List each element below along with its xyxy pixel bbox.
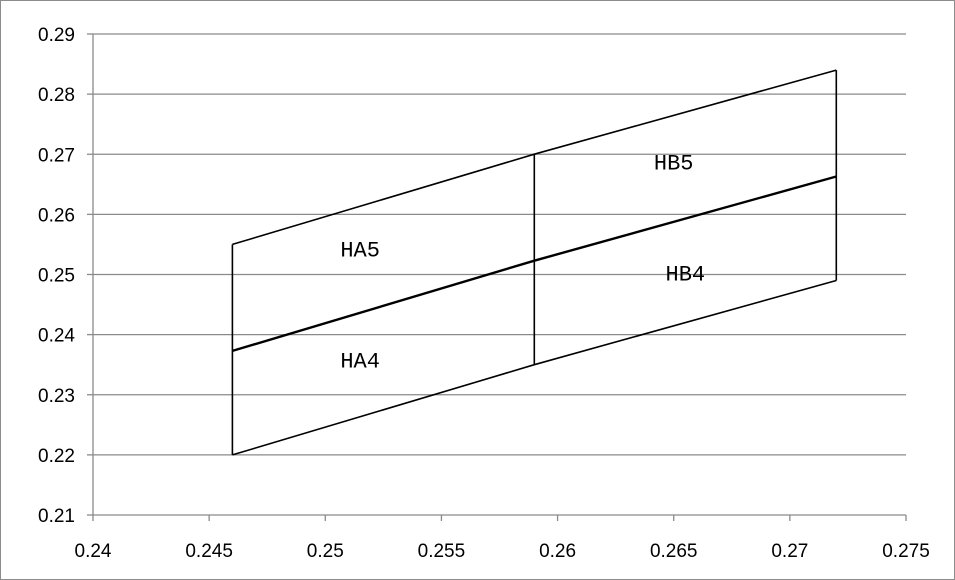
- y-tick-label: 0.21: [38, 506, 75, 527]
- x-tick-label: 0.255: [418, 541, 466, 562]
- y-tick-label: 0.28: [38, 85, 75, 106]
- y-tick-label: 0.22: [38, 446, 75, 467]
- region-label-hb5: HB5: [654, 151, 694, 176]
- x-tick-label: 0.245: [185, 541, 233, 562]
- y-tick-label: 0.29: [38, 25, 75, 46]
- region-label-ha5: HA5: [340, 238, 380, 263]
- y-tick-label: 0.23: [38, 386, 75, 407]
- grid-layer: [93, 33, 906, 456]
- series-layer: [231, 69, 838, 456]
- region-label-ha4: HA4: [340, 350, 380, 375]
- y-tick-label: 0.24: [38, 326, 75, 347]
- x-tick-label: 0.27: [771, 541, 808, 562]
- label-layer: HA5 HA4 HB5 HB4: [340, 151, 705, 374]
- axis-layer: 0.21 0.22 0.23 0.24 0.25 0.26 0.27 0.28 0.29 0.24…: [38, 25, 930, 562]
- region-label-hb4: HB4: [666, 263, 706, 288]
- y-tick-label: 0.26: [38, 205, 75, 226]
- x-tick-label: 0.24: [75, 541, 112, 562]
- y-tick-label: 0.27: [38, 145, 75, 166]
- x-tick-label: 0.275: [882, 541, 930, 562]
- y-tick-label: 0.25: [38, 266, 75, 287]
- x-tick-label: 0.26: [539, 541, 576, 562]
- x-tick-label: 0.25: [307, 541, 344, 562]
- x-tick-label: 0.265: [650, 541, 698, 562]
